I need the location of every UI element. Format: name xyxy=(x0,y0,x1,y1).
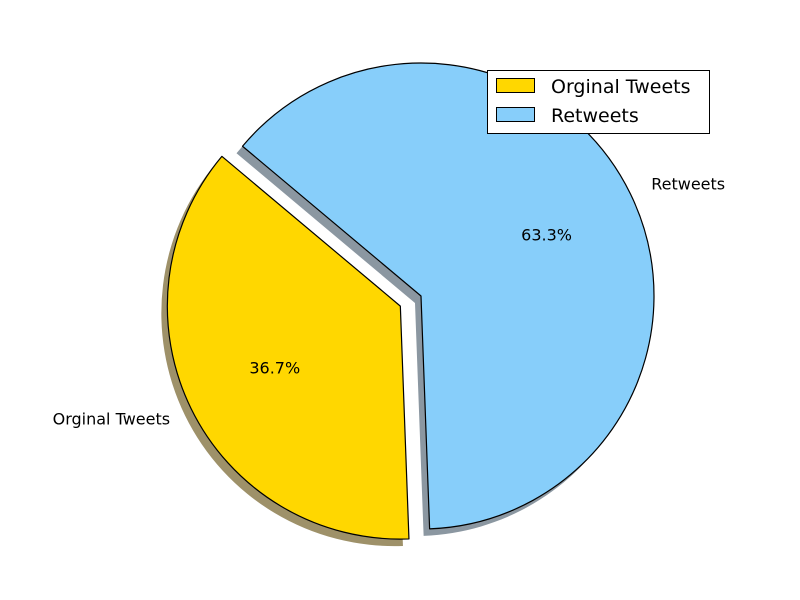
pie-slices xyxy=(166,62,655,540)
legend: Orginal Tweets Retweets xyxy=(487,70,710,134)
slice-orginal-tweets xyxy=(166,155,410,540)
legend-swatch-orginal-tweets xyxy=(496,78,535,93)
slice-retweets xyxy=(241,62,655,530)
slice-labels: Orginal Tweets 36.7% Retweets 63.3% xyxy=(53,174,726,428)
slice-label-orginal-tweets: Orginal Tweets xyxy=(53,410,170,429)
slice-percent-orginal-tweets: 36.7% xyxy=(249,359,300,378)
legend-label-orginal-tweets: Orginal Tweets xyxy=(551,76,691,98)
legend-swatch-retweets xyxy=(496,107,535,122)
slice-percent-retweets: 63.3% xyxy=(521,226,572,245)
legend-frame xyxy=(487,70,710,134)
slice-label-retweets: Retweets xyxy=(651,174,725,193)
legend-label-retweets: Retweets xyxy=(551,105,639,127)
